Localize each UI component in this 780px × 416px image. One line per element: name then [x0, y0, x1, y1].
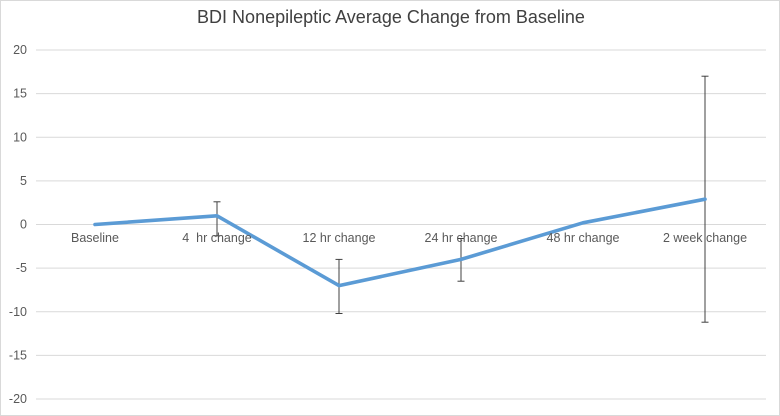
- svg-text:20: 20: [13, 43, 27, 57]
- svg-text:48 hr change: 48 hr change: [547, 231, 620, 245]
- svg-text:12 hr change: 12 hr change: [303, 231, 376, 245]
- svg-text:-15: -15: [9, 348, 27, 362]
- svg-text:Baseline: Baseline: [71, 231, 119, 245]
- svg-text:4 hr change: 4 hr change: [182, 231, 252, 245]
- svg-text:2 week change: 2 week change: [663, 231, 747, 245]
- svg-text:0: 0: [20, 218, 27, 232]
- svg-text:-20: -20: [9, 392, 27, 406]
- svg-text:5: 5: [20, 174, 27, 188]
- svg-text:-5: -5: [16, 261, 27, 275]
- svg-text:10: 10: [13, 130, 27, 144]
- svg-text:24 hr change: 24 hr change: [425, 231, 498, 245]
- svg-text:15: 15: [13, 87, 27, 101]
- svg-text:-10: -10: [9, 305, 27, 319]
